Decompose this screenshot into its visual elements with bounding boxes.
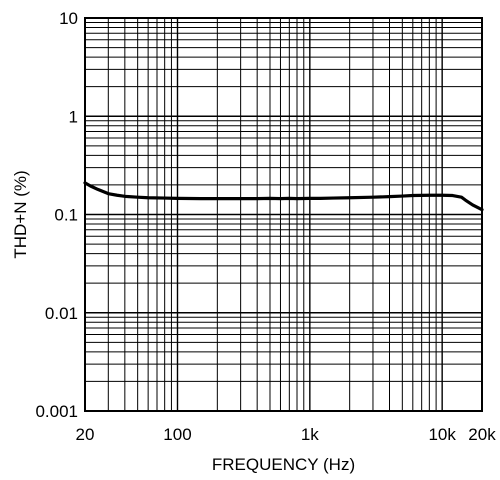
y-tick-label: 0.1 [54, 206, 78, 225]
y-tick-label: 10 [59, 9, 78, 28]
y-tick-label: 1 [69, 107, 78, 126]
y-tick-labels: 10 1 0.1 0.01 0.001 [35, 9, 78, 421]
x-tick-labels: 20 100 1k 10k 20k [76, 425, 497, 444]
y-axis-label: THD+N (%) [11, 170, 30, 258]
data-series [83, 181, 484, 212]
grid [84, 17, 483, 412]
x-axis-label: FREQUENCY (Hz) [212, 455, 355, 474]
x-tick-label: 20 [76, 425, 95, 444]
y-tick-label: 0.01 [45, 304, 78, 323]
x-tick-label: 10k [428, 425, 456, 444]
x-tick-label: 100 [163, 425, 191, 444]
thd-n-curve [83, 181, 484, 212]
x-tick-label: 1k [301, 425, 319, 444]
y-tick-label: 0.001 [35, 402, 78, 421]
plot-frame [84, 17, 483, 412]
x-tick-label: 20k [468, 425, 496, 444]
